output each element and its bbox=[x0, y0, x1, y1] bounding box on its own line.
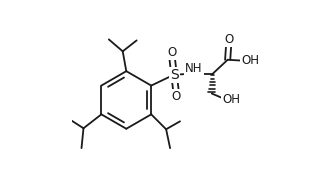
Text: NH: NH bbox=[185, 62, 203, 75]
Text: O: O bbox=[167, 46, 177, 59]
Text: S: S bbox=[170, 68, 178, 82]
Text: O: O bbox=[171, 90, 181, 103]
Text: OH: OH bbox=[222, 93, 240, 106]
Text: OH: OH bbox=[241, 54, 259, 67]
Text: O: O bbox=[224, 33, 233, 46]
